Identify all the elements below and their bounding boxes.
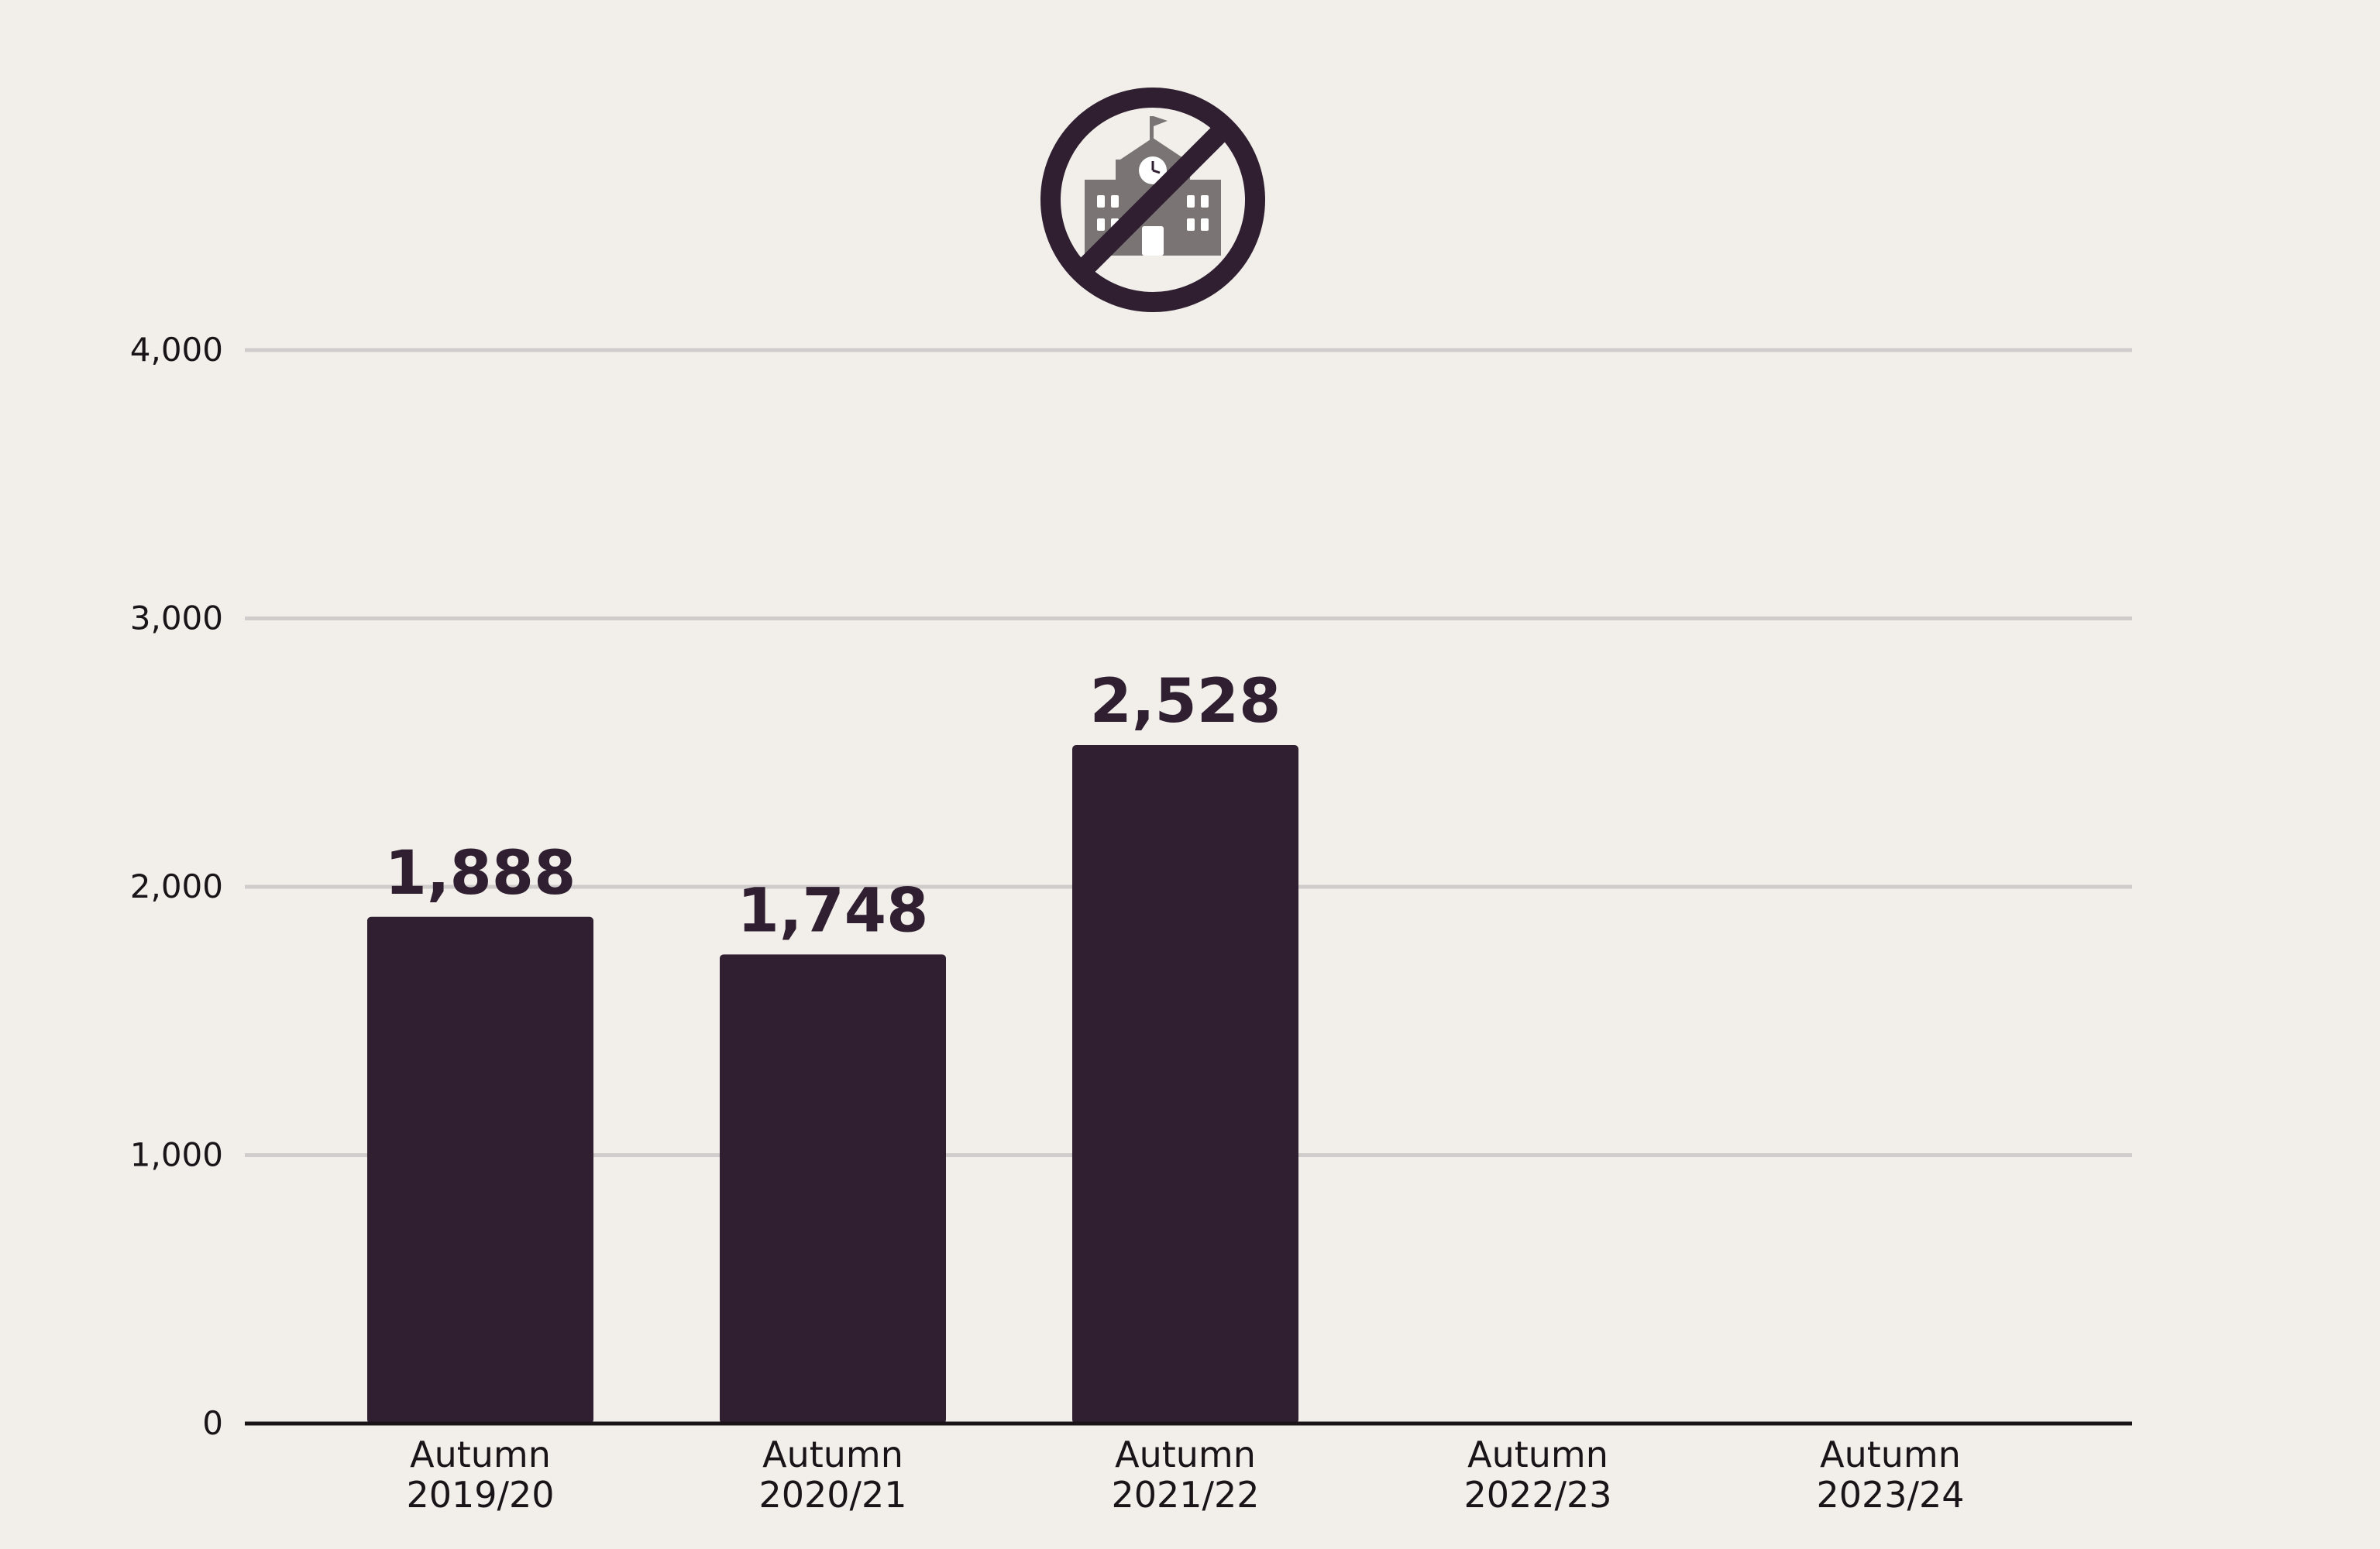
bars: [367, 745, 1298, 1424]
bar: [367, 916, 593, 1424]
x-tick-label: Autumn 2020/21: [758, 1434, 906, 1516]
y-tick-label: 2,000: [130, 867, 223, 905]
y-tick-label: 0: [202, 1404, 223, 1442]
x-tick-label: Autumn 2023/24: [1816, 1434, 1964, 1516]
data-label: 1,748: [738, 876, 929, 946]
data-labels: 1,888 1,748 2,528: [385, 667, 1281, 946]
no-school-icon: [1040, 88, 1265, 312]
y-tick-label: 1,000: [130, 1136, 223, 1174]
data-label: 2,528: [1090, 667, 1281, 737]
x-tick-label: Autumn 2022/23: [1463, 1434, 1611, 1516]
y-tick-label: 4,000: [130, 331, 223, 369]
bar: [720, 954, 946, 1424]
x-tick-labels: Autumn 2019/20 Autumn 2020/21 Autumn 2021/22 A…: [406, 1434, 1964, 1516]
y-tick-label: 3,000: [130, 599, 223, 637]
data-label: 1,888: [385, 839, 576, 908]
y-tick-labels: 0 1,000 2,000 3,000 4,000: [130, 331, 223, 1442]
x-tick-label: Autumn 2021/22: [1111, 1434, 1259, 1516]
x-tick-label: Autumn 2019/20: [406, 1434, 554, 1516]
bar: [1072, 745, 1298, 1424]
